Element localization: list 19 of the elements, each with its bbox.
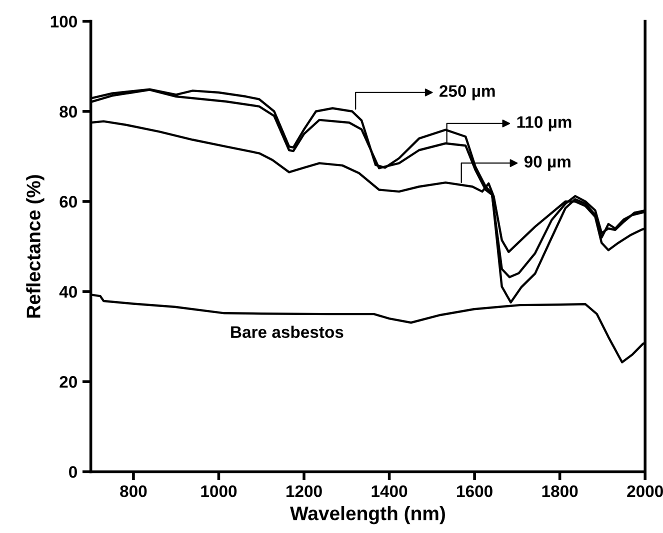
y-tick-label: 100 [50,16,77,28]
y-tick-label: 60 [60,196,77,208]
x-tick-label: 800 [120,485,147,498]
x-tick-label: 2000 [627,485,663,498]
y-tick-label: 40 [59,286,77,298]
y-tick-label: 80 [60,106,77,118]
y-tick-label: 0 [69,466,77,478]
annotation: Bare asbestos [231,326,344,338]
y-tick-label: 20 [60,376,77,388]
y-axis-title: Reflectance (%) [26,175,44,318]
x-tick-label: 1400 [372,485,408,498]
x-tick-label: 1000 [201,485,237,498]
x-tick-label: 1600 [457,485,492,498]
annotation: 110 µm [517,116,572,132]
annotation: 250 µm [440,85,495,100]
annotation: 90 µm [524,156,570,171]
x-tick-label: 1800 [542,485,578,498]
x-tick-label: 1200 [286,485,322,498]
x-axis-title: Wavelength (nm) [290,506,445,524]
